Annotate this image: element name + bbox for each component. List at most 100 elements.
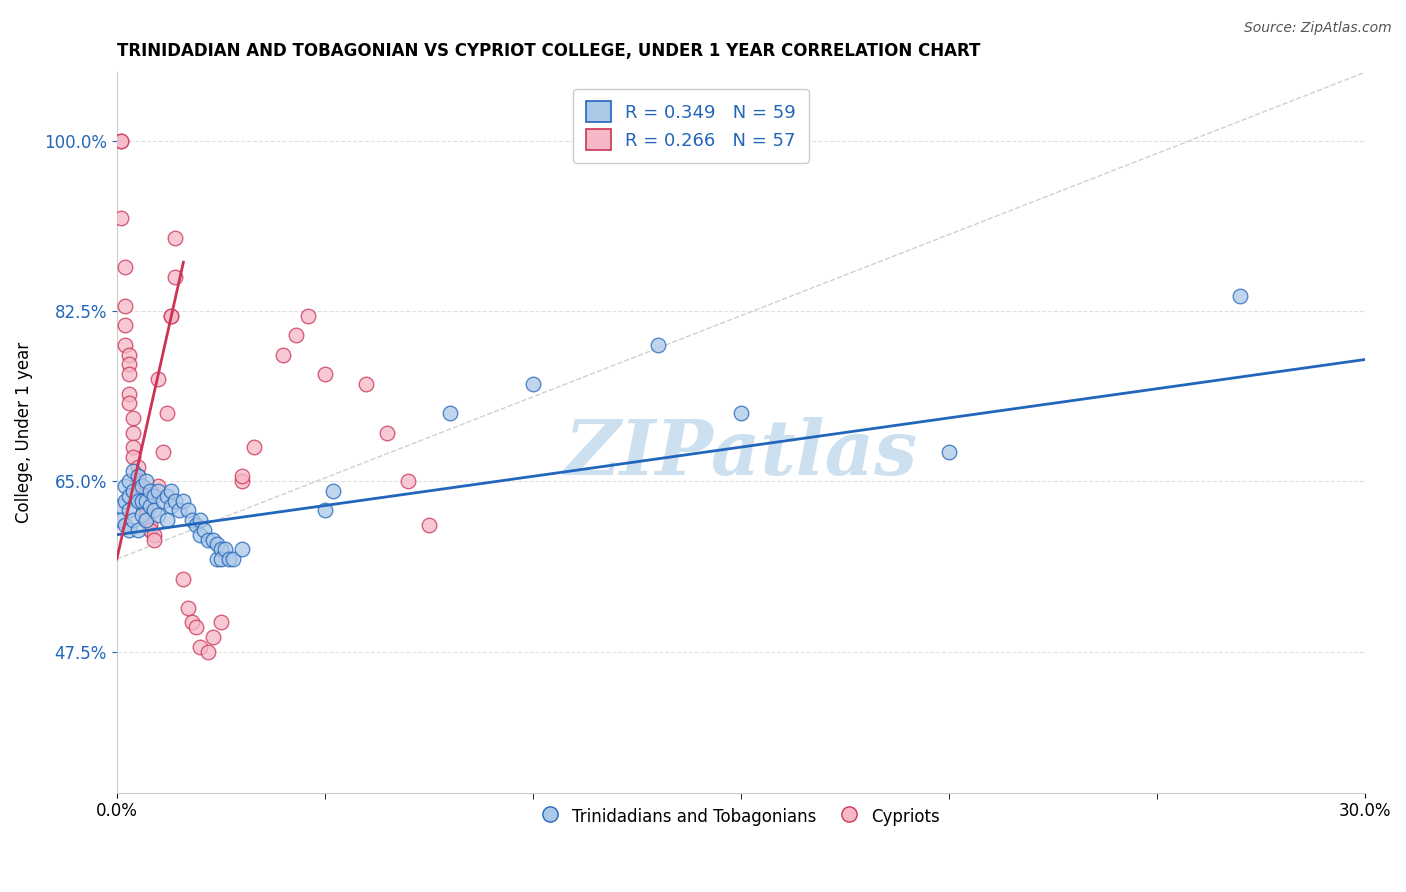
Point [160,499,183,513]
Point [127,493,149,508]
Point [1229,289,1251,303]
Point [152,445,174,459]
Point [118,503,141,517]
Point [122,465,145,479]
Point [243,440,266,454]
Point [131,493,153,508]
Point [122,513,145,527]
Point [938,445,960,459]
Point [114,260,136,274]
Point [205,537,228,551]
Point [135,508,157,523]
Point [165,269,187,284]
Point [647,338,669,352]
Point [160,483,183,498]
Point [231,542,253,557]
Point [322,483,344,498]
Point [110,134,132,148]
Point [135,493,157,508]
Point [118,396,141,410]
Point [122,440,145,454]
Point [135,513,157,527]
Point [209,552,232,566]
Point [135,499,157,513]
Point [131,479,153,493]
Point [197,644,219,658]
Point [139,518,162,533]
Legend: Trinidadians and Tobagonians, Cypriots: Trinidadians and Tobagonians, Cypriots [533,797,948,835]
Point [127,469,149,483]
Point [172,572,194,586]
Point [143,527,166,541]
Point [148,372,170,386]
Point [118,386,141,401]
Point [118,367,141,381]
Point [114,493,136,508]
Point [188,527,211,541]
Point [143,503,166,517]
Point [231,469,253,483]
Point [184,620,207,634]
Point [188,513,211,527]
Point [222,552,245,566]
Y-axis label: College, Under 1 year: College, Under 1 year [15,342,32,523]
Point [231,474,253,488]
Point [139,499,162,513]
Point [114,479,136,493]
Point [165,231,187,245]
Text: Source: ZipAtlas.com: Source: ZipAtlas.com [1244,21,1392,35]
Text: TRINIDADIAN AND TOBAGONIAN VS CYPRIOT COLLEGE, UNDER 1 YEAR CORRELATION CHART: TRINIDADIAN AND TOBAGONIAN VS CYPRIOT CO… [117,42,980,60]
Point [110,513,132,527]
Point [160,309,183,323]
Point [156,406,179,420]
Point [439,406,461,420]
Point [135,503,157,517]
Point [297,309,319,323]
Point [127,523,149,537]
Point [418,518,440,533]
Point [271,348,294,362]
Point [131,479,153,493]
Point [118,348,141,362]
Point [127,459,149,474]
Point [152,493,174,508]
Point [143,489,166,503]
Point [314,367,336,381]
Point [201,533,224,547]
Point [114,338,136,352]
Point [127,469,149,483]
Point [214,542,236,557]
Point [118,489,141,503]
Point [172,493,194,508]
Point [193,523,215,537]
Point [143,533,166,547]
Point [209,542,232,557]
Point [110,134,132,148]
Point [314,503,336,517]
Point [205,552,228,566]
Point [122,425,145,440]
Point [148,479,170,493]
Point [730,406,752,420]
Point [197,533,219,547]
Point [176,600,198,615]
Point [284,328,307,343]
Point [131,489,153,503]
Point [396,474,419,488]
Point [156,513,179,527]
Point [127,474,149,488]
Text: ZIPatlas: ZIPatlas [564,417,917,491]
Point [218,552,240,566]
Point [135,513,157,527]
Point [165,493,187,508]
Point [201,630,224,644]
Point [118,523,141,537]
Point [148,483,170,498]
Point [184,518,207,533]
Point [114,299,136,313]
Point [114,518,136,533]
Point [110,211,132,226]
Point [118,358,141,372]
Point [114,318,136,333]
Point [160,309,183,323]
